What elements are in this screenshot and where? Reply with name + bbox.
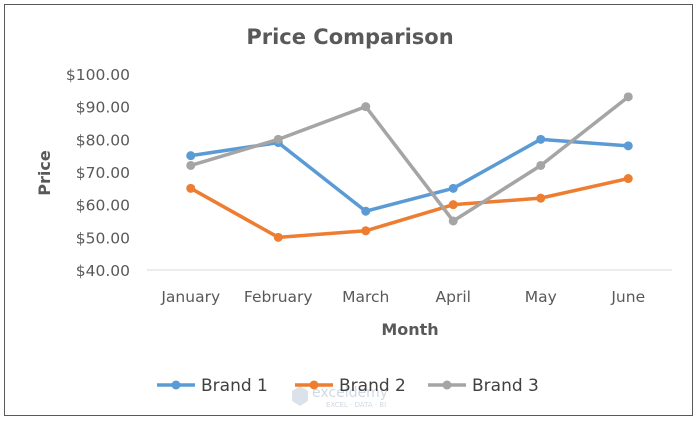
y-axis-ticks: $40.00 $50.00 $60.00 $70.00 $80.00 $90.00 $100… [66,66,130,280]
y-tick-label: $80.00 [76,131,130,149]
data-point-brand-3 [273,134,283,144]
watermark: exceldemy EXCEL · DATA · BI [292,385,388,409]
data-point-brand-1 [623,141,633,151]
y-tick-label: $50.00 [76,229,130,247]
legend-marker-brand-2 [309,380,319,390]
x-tick-label: May [525,288,557,306]
watermark-tagline: EXCEL · DATA · BI [326,401,386,409]
data-point-brand-1 [536,134,546,144]
data-point-brand-2 [448,200,458,210]
chart-title: Price Comparison [246,25,453,49]
y-tick-label: $90.00 [76,99,130,117]
x-tick-label: June [610,288,645,306]
watermark-name: exceldemy [312,385,388,401]
series-line-brand-3 [189,95,630,223]
legend-marker-brand-1 [171,380,181,390]
data-point-brand-3 [536,160,546,170]
data-point-brand-3 [623,92,633,102]
data-point-brand-1 [361,206,371,216]
legend: Brand 1 Brand 2 Brand 3 [157,376,539,396]
series-line-brand-2 [189,176,630,240]
y-tick-label: $40.00 [76,262,130,280]
chart-frame [4,4,693,416]
data-point-brand-1 [186,151,196,161]
legend-label-brand-2: Brand 2 [339,376,406,396]
exceldemy-logo-icon [292,386,308,406]
series-group [186,92,633,242]
legend-label-brand-3: Brand 3 [472,376,539,396]
y-tick-label: $100.00 [66,66,130,84]
data-point-brand-3 [448,216,458,226]
data-point-brand-2 [623,174,633,184]
x-tick-label: April [436,288,471,306]
data-point-brand-2 [361,226,371,236]
x-tick-label: January [160,288,220,306]
y-axis-title: Price [35,150,54,196]
x-tick-label: March [342,288,389,306]
data-point-brand-2 [186,183,196,193]
data-point-brand-2 [273,232,283,242]
data-point-brand-3 [361,102,371,112]
x-tick-label: February [244,288,313,306]
data-point-brand-2 [536,193,546,203]
y-tick-label: $60.00 [76,197,130,215]
data-point-brand-1 [448,183,458,193]
legend-label-brand-1: Brand 1 [201,376,268,396]
data-point-brand-3 [186,160,196,170]
x-axis-title: Month [381,320,438,339]
x-axis-ticks: January February March April May June [160,288,645,306]
y-tick-label: $70.00 [76,164,130,182]
legend-marker-brand-3 [442,380,452,390]
